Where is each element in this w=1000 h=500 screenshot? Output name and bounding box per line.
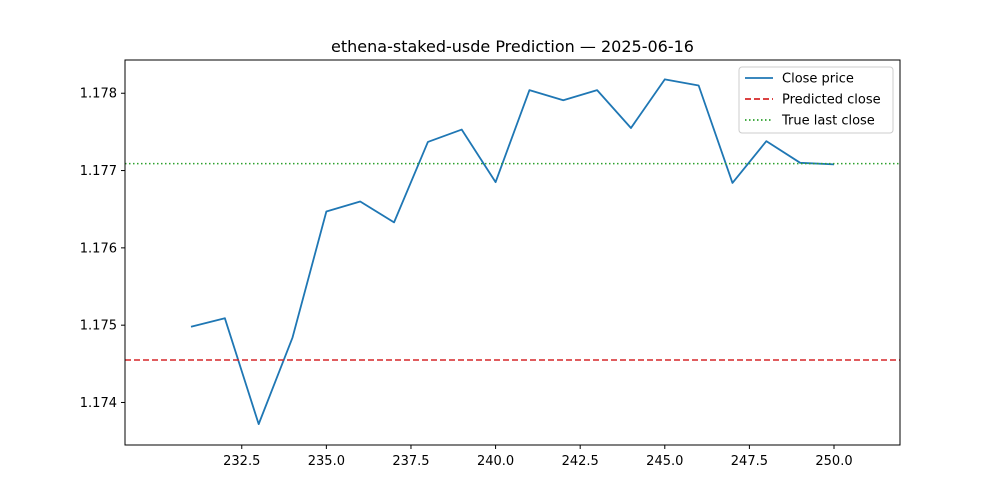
y-tick-label: 1.177	[80, 164, 117, 179]
y-tick-label: 1.174	[80, 396, 117, 411]
plot-area	[124, 59, 901, 446]
chart-title: ethena-staked-usde Prediction — 2025-06-…	[331, 37, 694, 56]
legend-label: Predicted close	[782, 93, 881, 108]
legend-label: Close price	[782, 72, 854, 87]
legend-label: True last close	[781, 114, 875, 129]
x-axis: 232.5 235.0 237.5 240.0 242.5 245.0 247.5 250.0	[223, 445, 853, 469]
x-tick-label: 232.5	[223, 454, 260, 469]
x-tick-label: 242.5	[562, 454, 599, 469]
legend: Close price Predicted close True last clos…	[738, 66, 894, 134]
x-tick-label: 240.0	[477, 454, 514, 469]
y-axis: 1.174 1.175 1.176 1.177 1.178	[80, 87, 125, 411]
y-tick-label: 1.176	[80, 241, 117, 256]
plot-frame	[124, 59, 901, 446]
y-tick-label: 1.175	[80, 319, 117, 334]
x-tick-label: 235.0	[308, 454, 345, 469]
x-tick-label: 250.0	[815, 454, 852, 469]
x-tick-label: 237.5	[392, 454, 429, 469]
legend-box	[738, 66, 894, 134]
x-tick-label: 245.0	[646, 454, 683, 469]
x-tick-label: 247.5	[731, 454, 768, 469]
y-tick-label: 1.178	[80, 87, 117, 102]
series-line-close-price	[190, 78, 835, 426]
